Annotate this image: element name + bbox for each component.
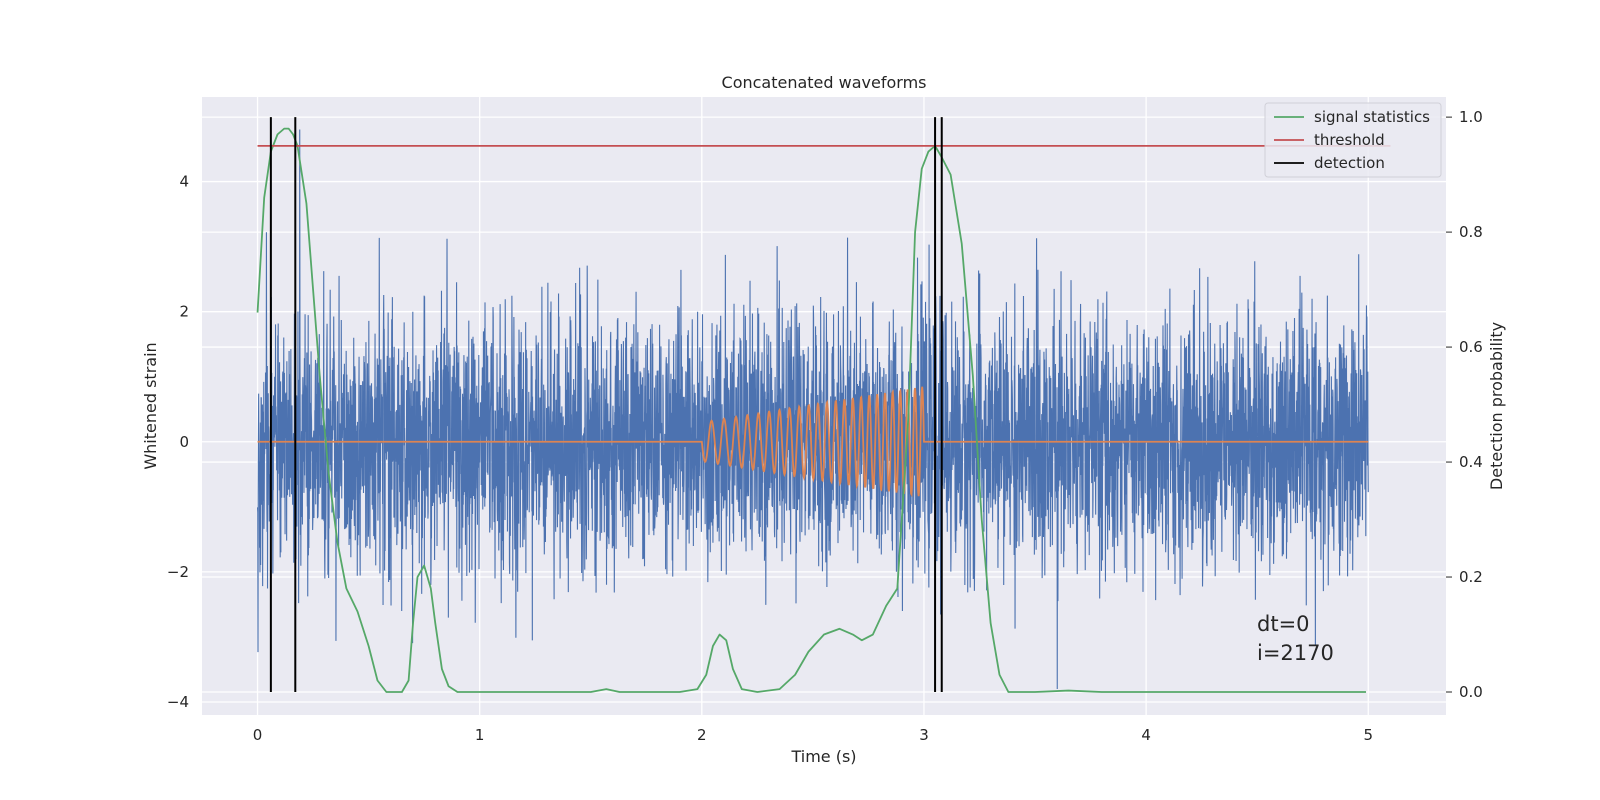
y-tick-label-3: 2 — [179, 303, 189, 321]
y-tick-label-0: −4 — [167, 693, 189, 711]
x-tick-label-1: 1 — [475, 726, 485, 744]
tick-labels: 0 1 2 3 4 5 −4 −2 0 2 4 0.0 0.2 0.4 0.6 0.8 1.0 — [167, 108, 1483, 744]
chart-title: Concatenated waveforms — [722, 73, 927, 92]
y-axis-label: Whitened strain — [141, 342, 160, 469]
legend-label-threshold: threshold — [1314, 131, 1385, 149]
legend-label-signal-statistics: signal statistics — [1314, 108, 1430, 126]
legend-box — [1264, 102, 1442, 178]
plot-area — [256, 117, 1391, 693]
y2-tick-label-4: 0.8 — [1459, 223, 1483, 241]
x-tick-label-2: 2 — [697, 726, 707, 744]
y2-tick-label-2: 0.4 — [1459, 453, 1483, 471]
legend: signal statistics threshold detection — [1264, 102, 1442, 178]
strain-noise-line — [256, 129, 1369, 689]
y2-tick-label-1: 0.2 — [1459, 568, 1483, 586]
y-tick-label-1: −2 — [167, 563, 189, 581]
x-tick-label-0: 0 — [253, 726, 263, 744]
x-tick-label-3: 3 — [919, 726, 929, 744]
signal-statistics-line — [256, 127, 1367, 693]
annotation-index: i=2170 — [1257, 641, 1334, 665]
annotation-dt: dt=0 — [1257, 612, 1310, 636]
legend-label-detection: detection — [1314, 154, 1385, 172]
y2-tick-label-0: 0.0 — [1459, 683, 1483, 701]
y-tick-label-4: 4 — [179, 173, 189, 191]
x-axis-label: Time (s) — [790, 747, 856, 766]
waveform-line — [257, 386, 1369, 498]
y2-tick-label-5: 1.0 — [1459, 108, 1483, 126]
y2-axis-label: Detection probability — [1487, 322, 1506, 490]
y2-tick-label-3: 0.6 — [1459, 338, 1483, 356]
x-tick-label-5: 5 — [1363, 726, 1373, 744]
y-tick-label-2: 0 — [179, 433, 189, 451]
x-tick-label-4: 4 — [1141, 726, 1151, 744]
